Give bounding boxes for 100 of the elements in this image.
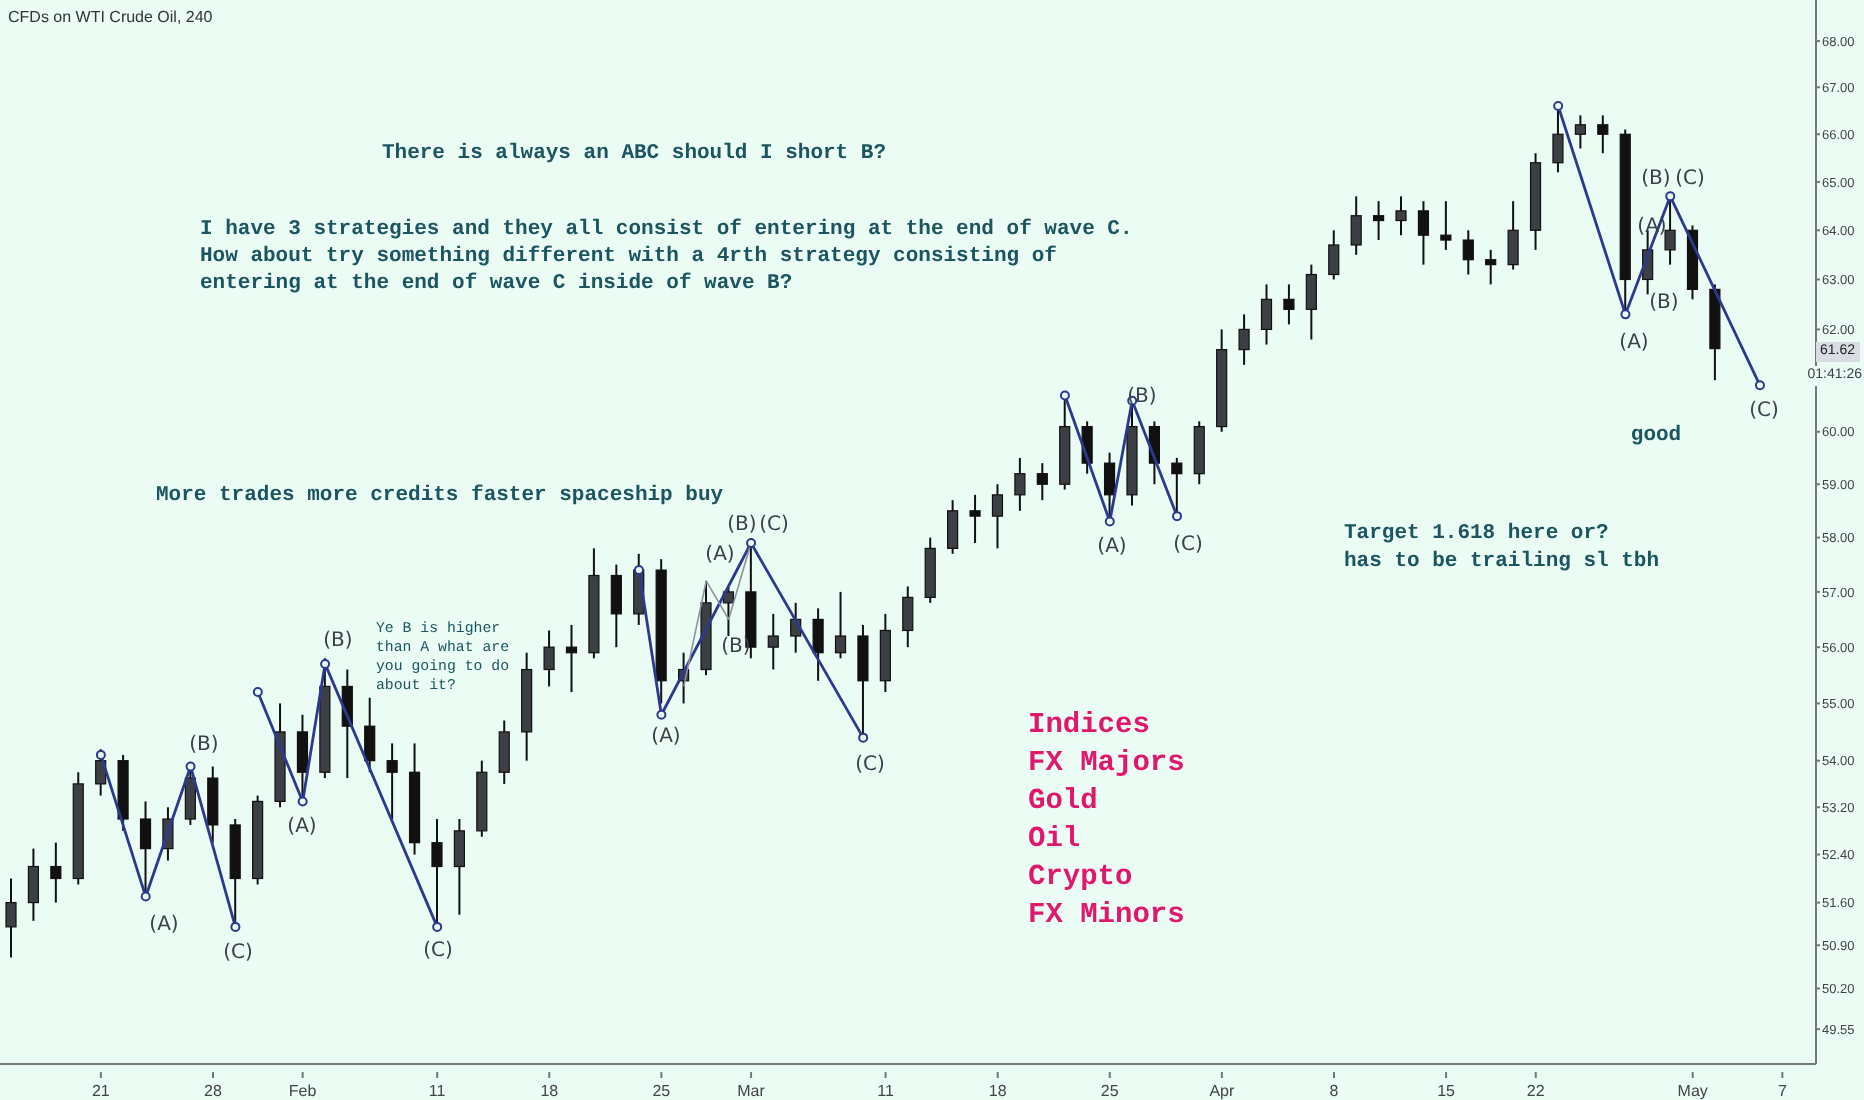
candlestick xyxy=(902,585,914,649)
candlestick xyxy=(498,719,510,785)
candlestick xyxy=(1283,283,1295,326)
text: CFDs on WTI Crude Oil, 240 xyxy=(8,8,213,26)
annotation: (C) xyxy=(759,514,789,536)
annotation: (A) xyxy=(1619,332,1649,354)
candlestick xyxy=(1395,195,1407,237)
point xyxy=(95,749,106,760)
x-tick-label: 18 xyxy=(988,1082,1008,1100)
annotation: (A) xyxy=(705,544,735,566)
annotation: (A) xyxy=(149,914,179,936)
annotation: (C) xyxy=(1675,168,1705,190)
candlestick xyxy=(1664,195,1676,266)
candlestick xyxy=(1328,229,1340,281)
point xyxy=(1620,309,1631,320)
candlestick xyxy=(1462,229,1474,276)
annotation: (C) xyxy=(423,940,453,962)
candlestick xyxy=(1260,283,1273,346)
point xyxy=(633,565,644,576)
x-tick-label: 8 xyxy=(1329,1082,1340,1100)
annotation: (C) xyxy=(1173,534,1203,556)
point xyxy=(185,761,196,772)
candlestick xyxy=(1373,200,1385,242)
annotation: Indices FX Majors Gold Oil Crypto FX Minors xyxy=(1028,710,1185,932)
annotation: (B) xyxy=(1649,292,1679,314)
point xyxy=(320,658,331,669)
candlestick xyxy=(431,818,443,928)
candlestick xyxy=(767,612,779,671)
annotation: (B) xyxy=(189,734,219,756)
candlestick xyxy=(207,765,219,844)
x-tick-label: May xyxy=(1677,1082,1708,1100)
candlestick xyxy=(1193,420,1205,486)
annotation: (B) xyxy=(323,630,353,652)
candlestick xyxy=(947,499,959,555)
point xyxy=(1665,191,1676,202)
point xyxy=(1553,100,1564,111)
candlestick xyxy=(5,877,17,959)
candlestick xyxy=(1350,195,1362,256)
annotation: (A) xyxy=(287,816,317,838)
annotation: (C) xyxy=(1749,400,1779,422)
candlestick xyxy=(1036,462,1048,502)
candlestick xyxy=(1417,200,1430,266)
x-tick-label: Feb xyxy=(288,1082,318,1100)
x-tick-label: 11 xyxy=(428,1082,447,1100)
candlestick xyxy=(27,847,40,922)
point xyxy=(252,687,263,698)
annotation: (A) xyxy=(651,726,681,748)
annotation: (A) xyxy=(1097,536,1127,558)
candlestick xyxy=(857,623,869,739)
candlestick xyxy=(1574,114,1586,150)
annotation: good xyxy=(1630,424,1682,448)
annotation: (B) xyxy=(721,636,751,658)
candlestick xyxy=(386,742,398,821)
x-tick-label: 25 xyxy=(652,1082,672,1100)
point xyxy=(858,732,869,743)
x-tick-label: Mar xyxy=(737,1082,766,1100)
candlestick xyxy=(50,841,62,904)
candlestick xyxy=(1305,263,1317,341)
point xyxy=(432,921,443,932)
point xyxy=(230,921,241,932)
annotation: Target 1.618 here or? has to be trailing sl tbh xyxy=(1344,522,1660,574)
point xyxy=(1754,380,1765,391)
candlestick xyxy=(543,629,555,688)
candlestick xyxy=(610,563,622,649)
candlestick xyxy=(1507,200,1519,271)
annotation: I have 3 strategies and they all consist of entering at the end of wave C. How about try something different with a 4rth strategy consisting of entering at the end of wave C inside of wave B? xyxy=(200,218,1133,296)
candlestick xyxy=(969,493,981,544)
candlestick xyxy=(991,483,1004,550)
point xyxy=(1104,516,1115,527)
candlestick xyxy=(184,765,196,826)
point xyxy=(746,537,757,548)
annotation: More trades more credits faster spaceship buy xyxy=(156,484,725,508)
point xyxy=(297,796,308,807)
point xyxy=(1059,390,1070,401)
annotation: (B) xyxy=(1127,386,1157,408)
x-tick-label: Apr xyxy=(1209,1082,1235,1100)
candlestick xyxy=(1485,248,1497,286)
candlestick xyxy=(1440,200,1452,251)
candlestick xyxy=(1238,313,1250,366)
candlestick xyxy=(1597,114,1609,155)
annotation: (C) xyxy=(855,754,885,776)
x-tick-label: 22 xyxy=(1526,1082,1546,1100)
candlestick xyxy=(812,607,824,682)
annotation: (B) xyxy=(1641,168,1671,190)
x-tick-label: 28 xyxy=(204,1082,223,1100)
annotation: (C) xyxy=(223,942,253,964)
annotation: There is always an ABC should I short B? xyxy=(381,142,887,166)
candlestick xyxy=(1014,456,1026,512)
candlestick xyxy=(453,818,465,916)
x-tick-label: 11 xyxy=(877,1082,895,1100)
point xyxy=(656,709,667,720)
point xyxy=(1172,511,1183,522)
x-tick-label: 7 xyxy=(1777,1082,1788,1100)
point xyxy=(140,891,151,902)
x-tick-label: 15 xyxy=(1437,1082,1457,1100)
x-tick-label: 25 xyxy=(1100,1082,1120,1100)
x-tick-label: 21 xyxy=(91,1082,111,1100)
candlestick xyxy=(834,590,847,660)
x-tick-label: 18 xyxy=(540,1082,560,1100)
annotation: (B) xyxy=(727,514,757,536)
